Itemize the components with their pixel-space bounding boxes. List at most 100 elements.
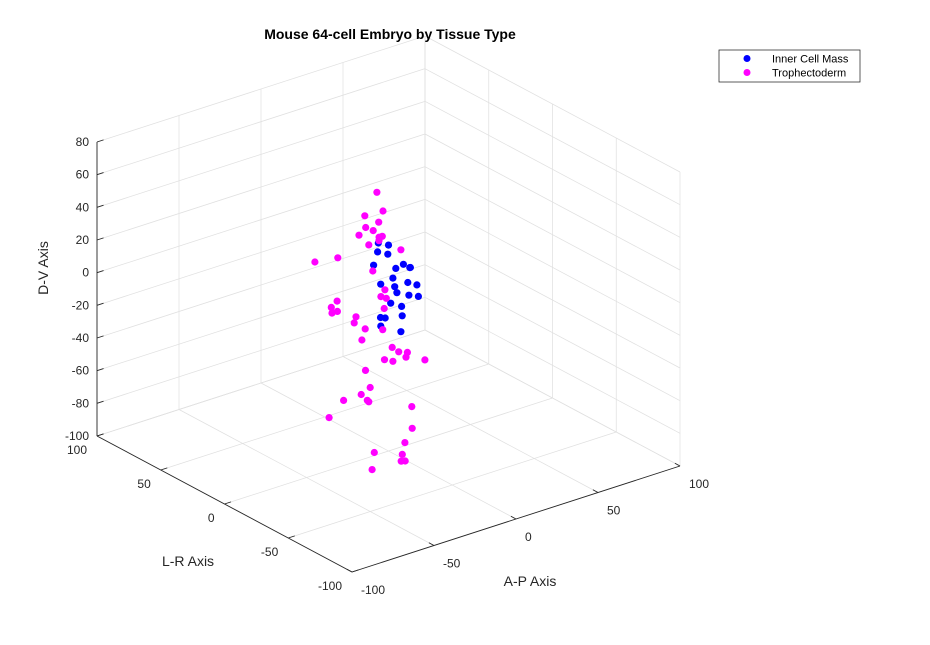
inner-cell-mass-point: [384, 241, 393, 249]
trophectoderm-point: [401, 439, 409, 447]
grid-line: [96, 35, 426, 143]
trophectoderm-point: [373, 188, 381, 196]
grid-line: [288, 431, 617, 539]
legend-label-trophectoderm: Trophectoderm: [772, 68, 846, 80]
trophectoderm-point: [369, 267, 377, 275]
inner-cell-mass-point: [399, 260, 407, 268]
grid-line: [424, 133, 681, 271]
chart-title: Mouse 64-cell Embryo by Tissue Type: [264, 26, 516, 42]
grid-line: [160, 363, 489, 471]
x-tick-label: 100: [689, 477, 709, 491]
inner-cell-mass-point: [398, 302, 406, 310]
z-tick-label: 40: [76, 200, 90, 214]
inner-cell-mass-point: [391, 283, 399, 291]
trophectoderm-point: [358, 336, 366, 344]
inner-cell-mass-point: [405, 291, 413, 299]
trophectoderm-point: [333, 297, 341, 305]
grid-line: [96, 329, 426, 437]
grid-line: [224, 397, 553, 505]
z-tick-mark: [96, 433, 104, 437]
trophectoderm-point: [361, 366, 370, 374]
axis-layer: -100-50050100-100-50050100-100-80-60-40-…: [65, 135, 709, 597]
inner-cell-mass-point: [370, 261, 378, 269]
y-tick-label: -50: [261, 545, 279, 559]
x-tick-label: -100: [361, 583, 385, 597]
inner-cell-mass-point: [392, 264, 400, 272]
grid-line: [424, 297, 681, 434]
z-tick-mark: [96, 172, 104, 176]
x-tick-mark: [346, 568, 353, 573]
grid-line: [96, 68, 426, 176]
trophectoderm-point: [370, 448, 378, 457]
y-axis-label: L-R Axis: [162, 553, 214, 569]
inner-cell-mass-point: [406, 263, 414, 272]
y-tick-label: 100: [67, 443, 87, 457]
trophectoderm-point: [397, 246, 405, 254]
grid-layer: [96, 35, 681, 573]
grid-line: [96, 198, 426, 306]
grid-line: [424, 329, 681, 467]
grid-line: [424, 199, 681, 336]
z-tick-mark: [96, 204, 104, 208]
z-tick-label: -40: [72, 331, 90, 345]
trophectoderm-point: [352, 313, 360, 321]
trophectoderm-point: [357, 390, 365, 399]
trophectoderm-point: [328, 309, 336, 317]
x-tick-label: 0: [525, 530, 532, 544]
x-tick-label: 50: [607, 504, 621, 518]
inner-cell-mass-point: [381, 314, 389, 322]
trophectoderm-point: [365, 241, 373, 249]
z-tick-label: -20: [72, 298, 90, 312]
trophectoderm-point: [361, 325, 369, 333]
trophectoderm-point: [350, 319, 358, 327]
x-tick-mark: [428, 542, 435, 546]
y-tick-mark: [224, 501, 232, 505]
grid-line: [424, 68, 681, 205]
trophectoderm-point: [375, 218, 383, 226]
x-tick-label: -50: [443, 557, 461, 571]
grid-line: [424, 231, 681, 369]
grid-line: [96, 166, 426, 274]
inner-cell-mass-point: [384, 250, 392, 258]
trophectoderm-point: [333, 307, 341, 315]
trophectoderm-point: [362, 223, 370, 232]
trophectoderm-point: [379, 326, 387, 334]
inner-cell-mass-point: [389, 274, 397, 282]
trophectoderm-point: [365, 398, 373, 406]
trophectoderm-point: [369, 227, 377, 235]
trophectoderm-point: [368, 466, 376, 474]
trophectoderm-point: [403, 348, 411, 356]
trophectoderm-point: [388, 343, 396, 351]
z-tick-mark: [96, 368, 104, 372]
trophectoderm-point: [401, 457, 409, 465]
points-layer: [311, 188, 429, 474]
x-tick-mark: [592, 489, 599, 493]
z-tick-label: -60: [72, 364, 90, 378]
trophectoderm-point: [355, 231, 363, 239]
trophectoderm-point: [380, 356, 389, 364]
grid-line: [424, 166, 681, 303]
grid-line: [96, 296, 426, 404]
y-tick-label: 50: [137, 477, 151, 491]
trophectoderm-point: [379, 207, 387, 215]
trophectoderm-point: [382, 294, 390, 302]
grid-line: [96, 133, 426, 241]
z-tick-label: 60: [76, 168, 90, 182]
grid-line: [424, 35, 681, 173]
trophectoderm-point: [361, 212, 369, 220]
trophectoderm-point: [340, 396, 348, 404]
y-tick-label: 0: [208, 511, 215, 525]
y-tick-mark: [160, 467, 168, 471]
trophectoderm-point: [408, 403, 416, 411]
trophectoderm-point: [366, 383, 374, 392]
trophectoderm-point: [380, 304, 388, 313]
trophectoderm-point: [325, 414, 333, 422]
z-tick-mark: [96, 302, 104, 306]
y-tick-mark: [351, 569, 359, 573]
grid-line: [96, 231, 426, 339]
inner-cell-mass-point: [398, 312, 406, 320]
z-tick-mark: [96, 335, 104, 339]
z-tick-label: -100: [65, 429, 89, 443]
